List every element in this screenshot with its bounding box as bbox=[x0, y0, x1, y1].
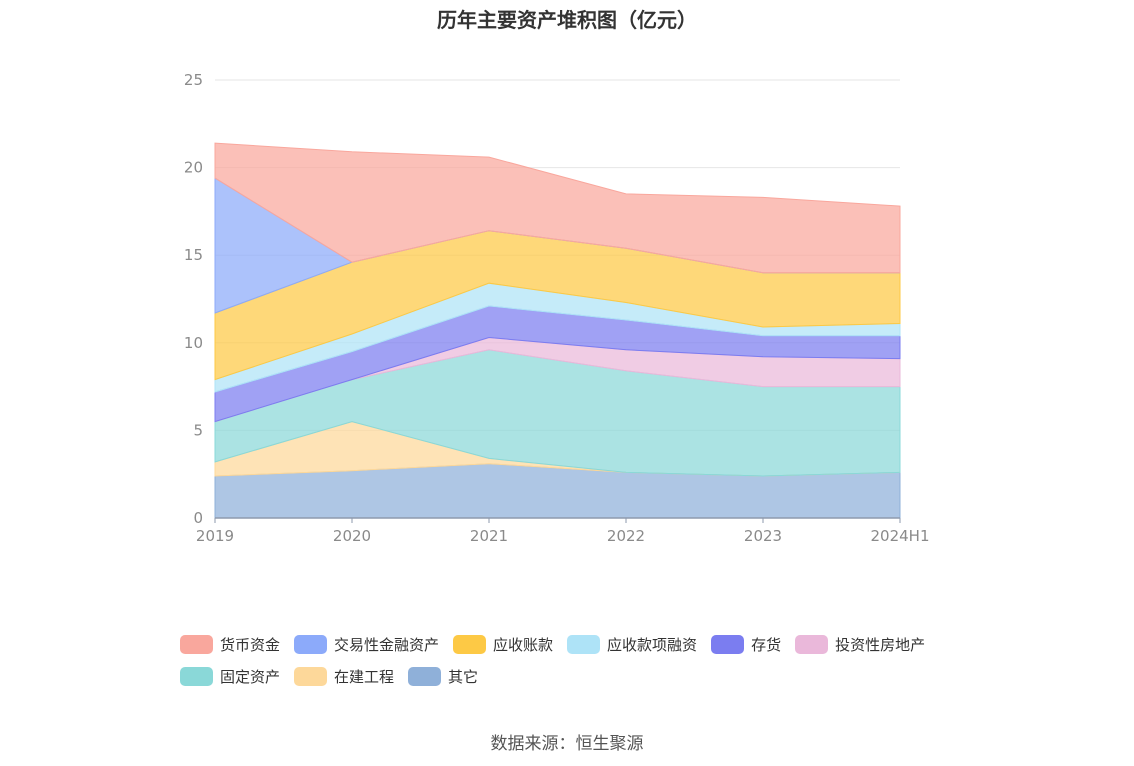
legend-row: 固定资产 在建工程 其它 bbox=[180, 660, 980, 692]
x-tick-label: 2022 bbox=[607, 527, 645, 545]
legend-swatch bbox=[567, 634, 601, 654]
legend-item[interactable]: 其它 bbox=[408, 666, 478, 687]
x-tick-label: 2019 bbox=[196, 527, 234, 545]
legend-item[interactable]: 货币资金 bbox=[180, 634, 280, 655]
legend-swatch bbox=[294, 634, 328, 654]
legend-swatch bbox=[453, 634, 487, 654]
legend-label: 在建工程 bbox=[334, 667, 395, 686]
y-tick-label: 20 bbox=[184, 159, 203, 177]
legend-item[interactable]: 应收账款 bbox=[453, 634, 553, 655]
y-tick-label: 25 bbox=[184, 71, 203, 89]
y-tick-label: 5 bbox=[193, 421, 203, 439]
legend-label: 其它 bbox=[448, 667, 479, 686]
y-tick-label: 15 bbox=[184, 246, 203, 264]
legend-label: 应收账款 bbox=[493, 635, 554, 654]
legend-item[interactable]: 投资性房地产 bbox=[795, 634, 925, 655]
legend-swatch bbox=[180, 666, 213, 686]
legend-item[interactable]: 固定资产 bbox=[180, 666, 280, 687]
legend-swatch bbox=[795, 634, 829, 654]
legend-swatch bbox=[180, 634, 213, 654]
data-source-note: 数据来源：恒生聚源 bbox=[490, 734, 644, 754]
legend-label: 交易性金融资产 bbox=[334, 635, 440, 654]
y-tick-label: 0 bbox=[193, 509, 203, 527]
legend-swatch bbox=[294, 666, 328, 686]
chart-title: 历年主要资产堆积图（亿元） bbox=[437, 8, 697, 32]
x-tick-label: 2020 bbox=[333, 527, 371, 545]
legend: 货币资金 交易性金融资产 应收账款 应收款项融资 存货 投资性房地产固定资产 在建工程 其它 bbox=[180, 628, 980, 692]
legend-label: 货币资金 bbox=[220, 635, 281, 654]
legend-item[interactable]: 存货 bbox=[711, 634, 781, 655]
legend-item[interactable]: 交易性金融资产 bbox=[294, 634, 439, 655]
y-tick-label: 10 bbox=[184, 334, 203, 352]
axes: 0 5 10 15 20 25 2019 2020 2021 2022 2023 2024H1 bbox=[184, 71, 930, 545]
legend-item[interactable]: 在建工程 bbox=[294, 666, 394, 687]
legend-label: 固定资产 bbox=[220, 667, 281, 686]
legend-item[interactable]: 应收款项融资 bbox=[567, 634, 697, 655]
legend-swatch bbox=[711, 634, 745, 654]
legend-row: 货币资金 交易性金融资产 应收账款 应收款项融资 存货 投资性房地产 bbox=[180, 628, 980, 660]
x-tick-label: 2024H1 bbox=[871, 527, 930, 545]
legend-label: 应收款项融资 bbox=[607, 635, 698, 654]
legend-label: 存货 bbox=[751, 635, 782, 654]
area-series bbox=[214, 142, 901, 274]
area-series-layer bbox=[214, 142, 901, 519]
x-tick-label: 2021 bbox=[470, 527, 508, 545]
x-tick-label: 2023 bbox=[744, 527, 782, 545]
legend-swatch bbox=[408, 666, 442, 686]
legend-label: 投资性房地产 bbox=[835, 635, 926, 654]
